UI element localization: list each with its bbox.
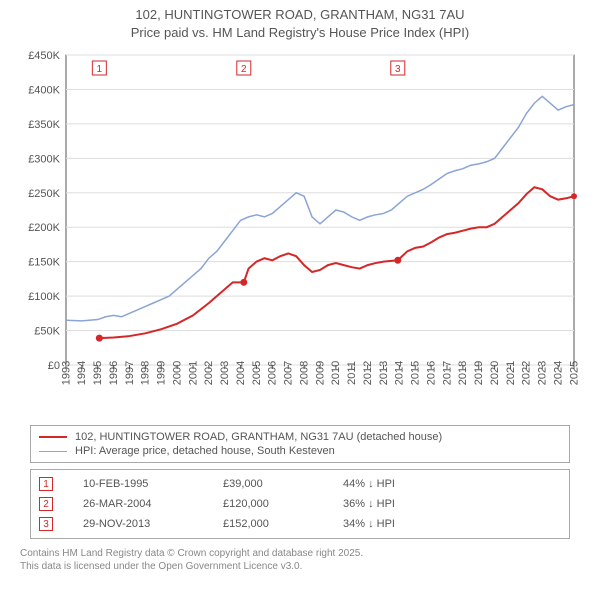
x-tick-label: 2013 [378,361,390,385]
footer: Contains HM Land Registry data © Crown c… [20,547,580,573]
sale-price: £120,000 [223,498,343,510]
legend-item: 102, HUNTINGTOWER ROAD, GRANTHAM, NG31 7… [39,430,561,444]
legend-label: 102, HUNTINGTOWER ROAD, GRANTHAM, NG31 7… [75,431,442,443]
sale-hpi-diff: 34% ↓ HPI [343,518,561,530]
x-tick-label: 2016 [425,361,437,385]
x-tick-label: 2014 [394,361,406,385]
x-tick-label: 2008 [298,361,310,385]
title-line-1: 102, HUNTINGTOWER ROAD, GRANTHAM, NG31 7… [135,7,464,22]
sale-marker-dot [394,257,401,264]
sale-marker-dot [96,335,103,342]
x-tick-label: 1996 [108,361,120,385]
sale-price: £39,000 [223,478,343,490]
x-tick-label: 2010 [330,361,342,385]
x-tick-label: 1997 [124,361,136,385]
sales-row: 1 10-FEB-1995£39,00044% ↓ HPI [39,474,561,494]
sale-index-marker: 3 [39,517,53,531]
sale-index-marker: 2 [39,497,53,511]
legend-swatch [39,451,67,452]
x-tick-label: 1993 [60,361,72,385]
x-tick-label: 2003 [219,361,231,385]
x-tick-label: 2021 [505,361,517,385]
y-tick-label: £350K [28,119,60,131]
legend-swatch [39,436,67,438]
x-tick-label: 2012 [362,361,374,385]
sale-marker-label: 2 [241,64,247,75]
x-tick-label: 2009 [314,361,326,385]
x-tick-label: 2022 [521,361,533,385]
x-tick-label: 2005 [251,361,263,385]
footer-line-1: Contains HM Land Registry data © Crown c… [20,548,363,559]
sales-table: 1 10-FEB-1995£39,00044% ↓ HPI 2 26-MAR-2004… [30,469,570,539]
series-end-dot [571,193,577,199]
y-tick-label: £450K [28,50,60,62]
chart-title: 102, HUNTINGTOWER ROAD, GRANTHAM, NG31 7… [0,0,600,41]
sale-date: 10-FEB-1995 [83,478,223,490]
x-tick-label: 2019 [473,361,485,385]
y-tick-label: £50K [34,326,60,338]
x-tick-label: 2017 [441,361,453,385]
legend: 102, HUNTINGTOWER ROAD, GRANTHAM, NG31 7… [30,425,570,463]
x-tick-label: 2002 [203,361,215,385]
y-tick-label: £300K [28,153,60,165]
legend-label: HPI: Average price, detached house, Sout… [75,445,335,457]
x-tick-label: 2018 [457,361,469,385]
y-tick-label: £200K [28,222,60,234]
sale-hpi-diff: 36% ↓ HPI [343,498,561,510]
x-tick-label: 2004 [235,361,247,385]
x-tick-label: 2024 [552,361,564,385]
y-tick-label: £250K [28,188,60,200]
x-tick-label: 2011 [346,361,358,385]
x-tick-label: 2000 [171,361,183,385]
y-tick-label: £0 [48,360,60,372]
sale-marker-label: 3 [395,64,401,75]
x-tick-label: 2025 [568,361,580,385]
y-tick-label: £150K [28,257,60,269]
x-tick-label: 2007 [283,361,295,385]
legend-item: HPI: Average price, detached house, Sout… [39,444,561,458]
footer-line-2: This data is licensed under the Open Gov… [20,561,302,572]
sale-marker-dot [240,279,247,286]
sales-row: 2 26-MAR-2004£120,00036% ↓ HPI [39,494,561,514]
x-tick-label: 1999 [156,361,168,385]
x-tick-label: 2020 [489,361,501,385]
line-chart: £0 £50K £100K £150K £200K £250K £300K £350K £400… [20,49,580,419]
y-tick-label: £400K [28,85,60,97]
sale-price: £152,000 [223,518,343,530]
chart-area: £0 £50K £100K £150K £200K £250K £300K £350K £400… [20,49,580,419]
x-tick-label: 2006 [267,361,279,385]
x-tick-label: 2001 [187,361,199,385]
x-tick-label: 2023 [537,361,549,385]
sales-row: 3 29-NOV-2013£152,00034% ↓ HPI [39,514,561,534]
x-tick-label: 1994 [76,361,88,385]
sale-date: 26-MAR-2004 [83,498,223,510]
sale-date: 29-NOV-2013 [83,518,223,530]
sale-marker-label: 1 [97,64,103,75]
title-line-2: Price paid vs. HM Land Registry's House … [131,25,469,40]
sale-index-marker: 1 [39,477,53,491]
x-tick-label: 1995 [92,361,104,385]
y-tick-label: £100K [28,291,60,303]
sale-hpi-diff: 44% ↓ HPI [343,478,561,490]
x-tick-label: 2015 [410,361,422,385]
x-tick-label: 1998 [140,361,152,385]
